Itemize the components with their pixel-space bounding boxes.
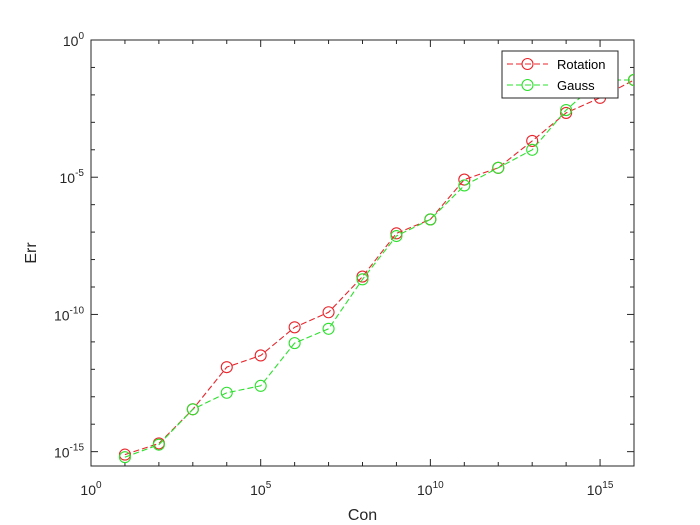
series-line-gauss	[124, 79, 634, 458]
data-point-rotation	[458, 173, 471, 186]
legend-marker-gauss	[521, 78, 534, 92]
legend-label-gauss: Gauss	[557, 78, 595, 93]
x-tick-label: 105	[250, 480, 272, 498]
data-point-rotation	[220, 361, 233, 374]
plot-area	[90, 39, 635, 467]
x-axis-title: Con	[348, 507, 377, 524]
x-tick-label: 1015	[587, 480, 614, 498]
x-tick-label: 1010	[417, 480, 444, 498]
series-line-rotation	[124, 79, 634, 456]
legend-item-gauss[interactable]: Gauss	[507, 78, 595, 93]
legend[interactable]: Rotation Gauss	[501, 50, 619, 99]
x-tick-label: 100	[80, 480, 102, 498]
y-tick-label: 10-10	[54, 305, 84, 323]
y-tick-label: 100	[63, 31, 85, 49]
data-point-gauss	[356, 273, 369, 286]
data-point-gauss	[458, 179, 471, 192]
legend-label-rotation: Rotation	[557, 57, 605, 72]
data-point-gauss	[627, 73, 634, 87]
data-point-gauss	[322, 322, 335, 335]
legend-box	[501, 50, 619, 99]
data-point-rotation	[254, 349, 267, 362]
data-point-gauss	[186, 403, 199, 416]
data-point-gauss	[390, 229, 403, 243]
plot-series	[118, 73, 634, 464]
data-point-gauss	[492, 161, 505, 174]
legend-marker-rotation	[521, 57, 534, 71]
data-point-rotation	[288, 321, 301, 334]
axes: 100 105 1010 1015 100 10-5 10-10 10-15 Con Err	[23, 31, 635, 524]
data-point-gauss	[152, 438, 165, 451]
data-point-rotation	[356, 270, 369, 283]
data-point-gauss	[220, 386, 233, 399]
data-point-gauss	[288, 337, 301, 350]
data-point-gauss	[526, 143, 539, 156]
y-tick-label: 10-15	[54, 443, 84, 461]
y-axis-title: Err	[23, 242, 40, 264]
data-point-gauss	[424, 213, 437, 226]
data-point-rotation	[526, 134, 539, 147]
data-point-gauss	[118, 451, 131, 464]
y-tick-label: 10-5	[60, 168, 85, 186]
data-point-rotation	[560, 106, 573, 119]
data-point-gauss	[254, 379, 267, 392]
series-gauss	[118, 73, 634, 464]
data-point-rotation	[118, 448, 131, 461]
data-point-rotation	[322, 306, 335, 319]
data-point-gauss	[560, 104, 573, 117]
legend-item-rotation[interactable]: Rotation	[507, 57, 605, 72]
